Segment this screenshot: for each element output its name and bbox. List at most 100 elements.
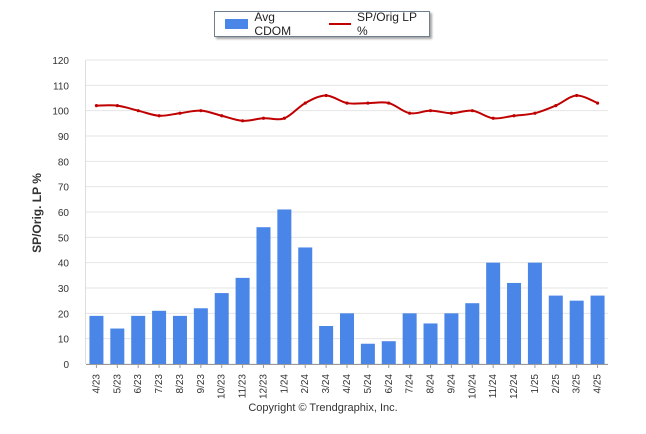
point-sp-orig-lp [157,114,161,118]
label-layer: 0 10 20 30 40 50 60 70 80 90 100 110 120 4/23 5/23 6/23… [52,56,603,399]
point-sp-orig-lp [324,93,328,98]
legend-swatch-bar [225,19,249,29]
y-tick-label: 10 [58,335,70,346]
bar-avg-cdom [110,328,125,364]
bar-avg-cdom [402,313,417,364]
point-sp-orig-lp [470,109,474,113]
bar-avg-cdom [89,315,104,364]
y-tick-label: 0 [63,360,69,371]
bar-avg-cdom [131,315,146,364]
point-sp-orig-lp [136,109,140,113]
point-sp-orig-lp [220,114,224,118]
bar-avg-cdom [486,262,501,364]
point-sp-orig-lp [512,114,516,118]
bar-avg-cdom [465,303,480,364]
y-tick-label: 70 [58,183,70,194]
bar-avg-cdom [319,326,334,364]
x-tick-label: 4/25 [593,374,604,394]
point-sp-orig-lp [554,104,558,108]
bar-avg-cdom [235,277,250,364]
y-tick-label: 20 [58,309,70,320]
point-sp-orig-lp [366,101,370,105]
line-sp-orig-lp [96,94,598,122]
legend-item-avg-cdom: Avg CDOM [225,10,313,38]
x-tick-label: 2/25 [551,374,562,394]
x-tick-label: 12/24 [509,374,520,399]
line-layer [94,93,600,123]
x-tick-label: 11/23 [238,374,249,399]
x-tick-label: 1/25 [530,374,541,394]
x-tick-label: 11/24 [488,374,499,399]
bar-avg-cdom [172,315,187,364]
point-sp-orig-lp [115,104,119,108]
y-tick-label: 30 [58,284,70,295]
point-sp-orig-lp [261,116,266,120]
bar-avg-cdom [277,209,292,364]
y-axis-label: SP/Orig. LP % [30,173,44,253]
legend-label-sp-orig: SP/Orig LP % [356,10,417,38]
bar-avg-cdom [193,308,208,364]
legend-label-avg-cdom: Avg CDOM [254,10,292,38]
x-tick-label: 3/24 [321,374,332,394]
bar-avg-cdom [590,295,605,364]
bar-avg-cdom [548,295,563,364]
point-sp-orig-lp [533,111,537,115]
bar-avg-cdom [444,313,459,364]
bar-layer [89,209,605,364]
x-tick-label: 1/24 [279,374,290,394]
point-sp-orig-lp [282,116,286,120]
y-tick-label: 100 [52,107,69,118]
point-sp-orig-lp [345,101,349,105]
point-sp-orig-lp [178,111,182,115]
point-sp-orig-lp [408,111,412,115]
x-tick-label: 10/24 [467,374,478,399]
x-tick-label: 10/23 [217,374,228,399]
point-sp-orig-lp [575,93,579,98]
bar-avg-cdom [381,341,396,364]
bar-avg-cdom [507,282,522,364]
y-tick-label: 60 [58,208,70,219]
bar-avg-cdom [423,323,438,364]
y-tick-label: 40 [58,259,70,270]
chart-legend: Avg CDOM SP/Orig LP % [214,10,430,38]
x-tick-label: 7/24 [405,374,416,394]
point-sp-orig-lp [241,119,245,123]
bar-avg-cdom [340,313,354,364]
legend-swatch-line [329,23,351,25]
bar-avg-cdom [569,300,584,364]
point-sp-orig-lp [303,101,307,105]
bar-avg-cdom [152,310,167,364]
bar-avg-cdom [527,262,542,364]
x-tick-label: 8/23 [175,374,186,394]
x-tick-label: 9/23 [196,374,207,394]
x-tick-label: 5/23 [112,374,123,394]
point-sp-orig-lp [595,101,600,105]
y-tick-label: 80 [58,157,70,168]
y-tick-label: 50 [58,233,70,244]
legend-item-sp-orig: SP/Orig LP % [329,10,429,38]
copyright-footer: Copyright © Trendgraphix, Inc. [248,402,398,414]
y-tick-label: 110 [53,81,69,92]
bar-avg-cdom [298,247,313,364]
x-tick-label: 8/24 [426,374,437,394]
axis-layer [85,60,608,368]
x-tick-label: 6/23 [133,374,144,394]
y-tick-label: 90 [58,132,70,143]
x-tick-label: 9/24 [446,374,457,394]
x-tick-label: 12/23 [258,374,269,399]
y-tick-label: 120 [52,56,69,67]
bar-avg-cdom [214,293,229,364]
x-tick-label: 7/23 [154,374,165,394]
point-sp-orig-lp [94,104,99,108]
point-sp-orig-lp [428,109,433,113]
point-sp-orig-lp [491,116,495,120]
x-tick-label: 4/23 [91,374,102,394]
x-tick-label: 4/24 [342,374,353,394]
x-tick-label: 5/24 [363,374,374,394]
point-sp-orig-lp [449,111,453,115]
point-sp-orig-lp [199,109,203,113]
point-sp-orig-lp [387,101,391,105]
x-tick-label: 2/24 [300,374,311,394]
x-tick-label: 6/24 [384,374,395,394]
